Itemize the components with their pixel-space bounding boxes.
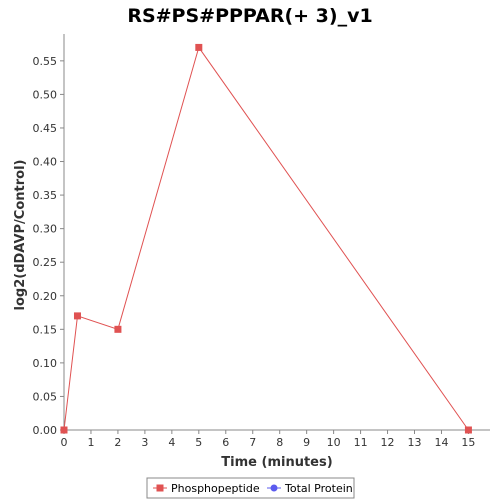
x-tick-label: 11 (354, 436, 368, 449)
legend-label: Total Protein (284, 482, 353, 495)
y-tick-label: 0.45 (33, 122, 58, 135)
x-tick-label: 2 (114, 436, 121, 449)
y-tick-label: 0.50 (33, 88, 58, 101)
x-tick-label: 6 (222, 436, 229, 449)
y-tick-label: 0.15 (33, 323, 58, 336)
y-tick-label: 0.20 (33, 290, 58, 303)
series-line-0 (63, 46, 469, 431)
y-tick-label: 0.25 (33, 256, 58, 269)
legend-marker (156, 484, 164, 492)
y-tick-label: 0.30 (33, 223, 58, 236)
x-tick-label: 13 (408, 436, 422, 449)
x-tick-label: 1 (87, 436, 94, 449)
data-point (195, 43, 203, 51)
x-tick-label: 12 (381, 436, 395, 449)
y-tick-label: 0.55 (33, 55, 58, 68)
y-tick-label: 0.35 (33, 189, 58, 202)
x-tick-label: 7 (249, 436, 256, 449)
legend-label: Phosphopeptide (171, 482, 260, 495)
y-tick-label: 0.10 (33, 357, 58, 370)
data-point (73, 312, 81, 320)
x-tick-label: 0 (61, 436, 68, 449)
y-tick-label: 0.40 (33, 156, 58, 169)
y-tick-label: 0.05 (33, 390, 58, 403)
x-tick-label: 4 (168, 436, 175, 449)
x-tick-label: 10 (327, 436, 341, 449)
data-point (464, 426, 472, 434)
x-tick-label: 15 (461, 436, 475, 449)
y-axis-label: log2(dDAVP/Control) (13, 160, 28, 311)
x-tick-label: 5 (195, 436, 202, 449)
legend-box (146, 477, 355, 499)
data-point (114, 325, 122, 333)
data-point (60, 426, 68, 434)
x-tick-label: 14 (434, 436, 448, 449)
chart-title: RS#PS#PPPAR(+ 3)_v1 (127, 5, 372, 27)
y-tick-label: 0.00 (33, 424, 58, 437)
legend: Phosphopeptide Total Protein (146, 477, 355, 499)
x-tick-label: 8 (276, 436, 283, 449)
legend-marker (270, 484, 278, 492)
plot-area: 0.00 0.05 0.10 0.15 0.20 0.25 0.30 0.35 0.40 0.45… (33, 34, 490, 449)
x-tick-label: 9 (303, 436, 310, 449)
x-tick-label: 3 (141, 436, 148, 449)
x-axis-label: Time (minutes) (221, 455, 332, 470)
